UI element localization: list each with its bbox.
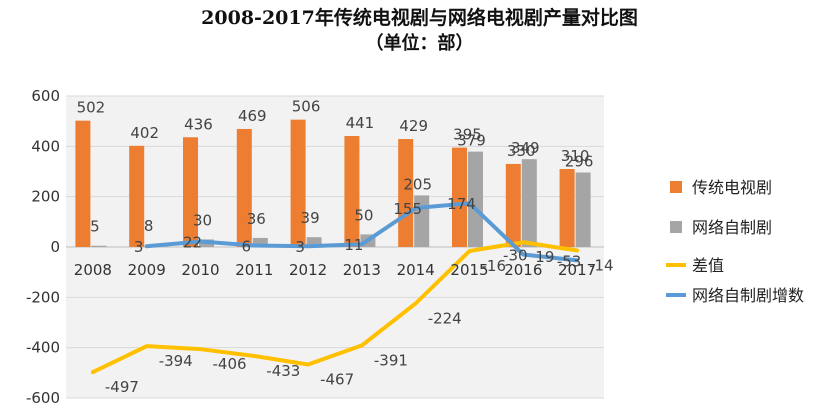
data-label-traditional: 469 [238, 107, 267, 125]
y-tick-label: 200 [31, 188, 60, 206]
bars [75, 119, 591, 247]
x-tick-label: 2009 [128, 261, 166, 279]
bar-traditional [505, 163, 521, 247]
data-label-difference: -406 [213, 355, 247, 373]
bar-traditional [559, 168, 575, 247]
x-tick-label: 2015 [450, 261, 488, 279]
data-label-difference: -497 [105, 378, 139, 396]
bar-web [521, 159, 537, 247]
data-label-web: 379 [457, 132, 486, 150]
x-tick-label: 2013 [343, 261, 381, 279]
line-web-increase [144, 201, 580, 263]
legend-label: 网络自制剧 [692, 218, 772, 237]
bar-traditional [183, 137, 198, 247]
bar-web [91, 245, 107, 247]
data-label-traditional: 395 [453, 126, 482, 144]
data-label-traditional: 310 [561, 147, 590, 165]
data-label-web-increase: 6 [242, 237, 252, 255]
data-label-web: 205 [403, 175, 432, 193]
chart-subtitle: （单位：部） [365, 33, 474, 54]
data-label-web: 349 [511, 139, 540, 157]
data-label-web: 50 [354, 206, 373, 224]
data-label-traditional: 506 [292, 98, 321, 116]
legend-label: 传统电视剧 [692, 178, 772, 197]
y-tick-label: -600 [26, 389, 60, 407]
x-tick-label: 2016 [504, 261, 542, 279]
x-tick-label: 2011 [235, 261, 273, 279]
data-label-traditional: 402 [130, 124, 159, 142]
data-label-web-increase: -30 [503, 247, 528, 265]
data-label-traditional: 502 [77, 99, 106, 117]
x-tick-label: 2008 [74, 261, 112, 279]
y-tick-label: -400 [26, 339, 60, 357]
legend-swatch [670, 181, 682, 193]
data-label-web: 30 [193, 211, 212, 229]
x-tick-label: 2012 [289, 261, 327, 279]
chart-title: 2008-2017年传统电视剧与网络电视剧产量对比图 [201, 7, 638, 29]
data-label-web: 8 [144, 217, 154, 235]
y-tick-label: -200 [26, 288, 60, 306]
y-tick-label: 600 [31, 87, 60, 105]
data-label-web-increase: -53 [557, 252, 582, 270]
data-label-difference: -16 [482, 257, 507, 275]
data-label-difference: -433 [266, 362, 300, 380]
data-label-traditional: 330 [507, 142, 536, 160]
y-tick-label: 400 [31, 137, 60, 155]
data-label-traditional: 441 [346, 114, 375, 132]
data-label-difference: -467 [320, 371, 354, 389]
legend-label: 网络自制剧增数 [692, 286, 804, 305]
bar-traditional [398, 139, 414, 247]
bar-traditional [452, 147, 467, 247]
bar-traditional [75, 120, 91, 247]
bar-traditional [290, 119, 306, 247]
bar-web [252, 237, 268, 247]
data-label-difference: -14 [589, 257, 614, 275]
y-tick-label: 0 [50, 238, 60, 256]
data-label-difference: -224 [428, 309, 462, 327]
legend-swatch [670, 221, 682, 233]
data-label-web-increase: 3 [295, 238, 305, 256]
legend-label: 差值 [692, 256, 724, 275]
data-label-web-increase: 11 [344, 236, 363, 254]
bar-traditional [236, 128, 252, 247]
line-difference [90, 240, 580, 375]
data-label-web-increase: 155 [393, 200, 422, 218]
data-label-traditional: 436 [184, 115, 213, 133]
data-label-web-increase: 3 [134, 238, 144, 256]
data-label-web: 39 [301, 209, 320, 227]
data-label-web: 36 [247, 210, 266, 228]
lines [90, 201, 580, 375]
data-label-web: 5 [90, 218, 100, 236]
bar-traditional [344, 136, 360, 247]
x-tick-label: 2017 [558, 261, 596, 279]
data-label-web-increase: 174 [447, 195, 476, 213]
data-label-traditional: 429 [399, 117, 428, 135]
x-tick-label: 2010 [181, 261, 219, 279]
bar-web [575, 172, 591, 247]
x-tick-label: 2014 [397, 261, 435, 279]
data-label-difference: -394 [159, 352, 193, 370]
data-label-web: 296 [565, 153, 594, 171]
axes: 600 400 200 0 -200 -400 -600 2008 2009 2010 2011 20… [26, 87, 596, 407]
data-label-difference: -391 [374, 351, 408, 369]
bar-web [468, 151, 483, 247]
bar-traditional [129, 145, 145, 247]
data-label-web-increase: 22 [183, 233, 202, 251]
bar-web [306, 237, 322, 247]
data-label-difference: 19 [535, 248, 554, 266]
